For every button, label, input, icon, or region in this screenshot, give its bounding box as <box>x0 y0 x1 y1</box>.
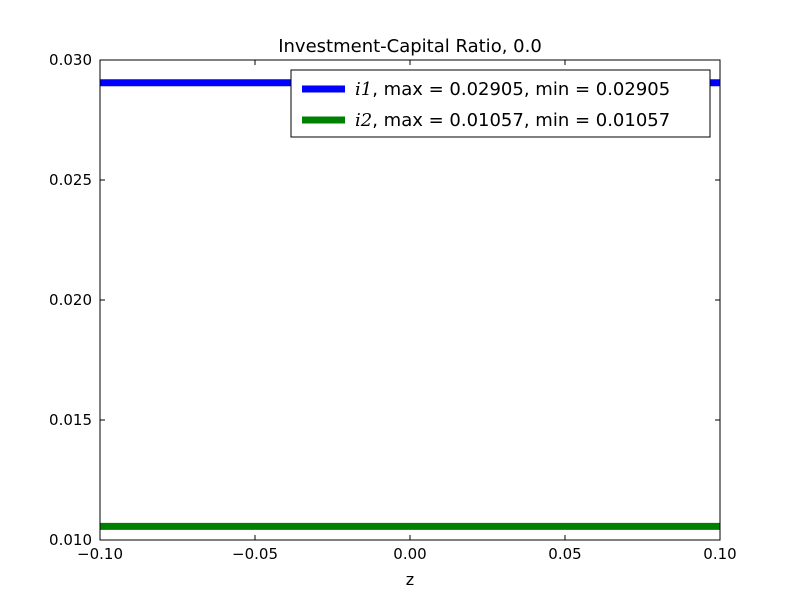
legend-label-i1: i1, max = 0.02905, min = 0.02905 <box>355 79 670 100</box>
legend-symbol: i1 <box>355 79 372 100</box>
x-tick-label: 0.00 <box>393 545 426 563</box>
legend-symbol: i2 <box>355 110 372 131</box>
x-tick-label: 0.10 <box>703 545 736 563</box>
x-tick-label: −0.05 <box>232 545 278 563</box>
x-axis-label: z <box>406 570 414 589</box>
legend-stats: , max = 0.01057, min = 0.01057 <box>372 110 670 131</box>
legend-label-i2: i2, max = 0.01057, min = 0.01057 <box>355 110 670 131</box>
y-tick-label: 0.030 <box>49 51 92 69</box>
x-tick-label: −0.10 <box>77 545 123 563</box>
ticks-layer: −0.10 −0.05 0.00 0.05 0.10 0.010 0.015 0.020 0.0… <box>49 51 737 563</box>
legend-stats: , max = 0.02905, min = 0.02905 <box>372 79 670 100</box>
y-tick-label: 0.010 <box>49 531 92 549</box>
y-tick-label: 0.020 <box>49 291 92 309</box>
x-tick-label: 0.05 <box>548 545 581 563</box>
legend-box <box>290 69 711 138</box>
y-tick-label: 0.015 <box>49 411 92 429</box>
chart-title: Investment-Capital Ratio, 0.0 <box>278 36 542 57</box>
y-tick-label: 0.025 <box>49 171 92 189</box>
